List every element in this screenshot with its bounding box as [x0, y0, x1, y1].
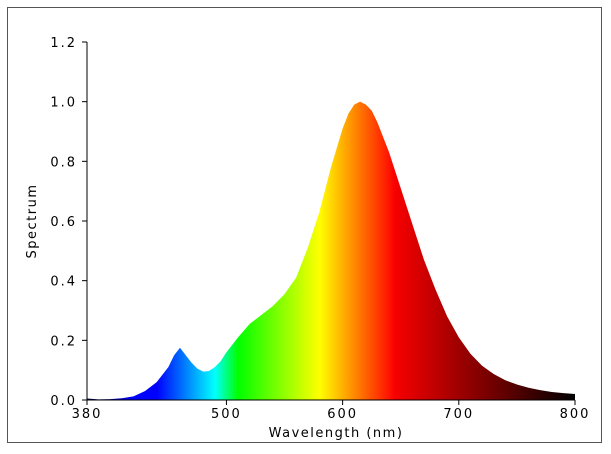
x-axis-title: Wavelength (nm)	[269, 426, 404, 441]
x-tick-label: 380	[72, 407, 103, 422]
x-tick-label: 500	[211, 407, 242, 422]
y-tick-label: 0.2	[50, 334, 77, 349]
spectrum-area	[87, 101, 575, 401]
y-tick-label: 1.2	[50, 36, 77, 51]
y-tick-label: 0.4	[50, 275, 77, 290]
x-tick-label: 800	[560, 407, 591, 422]
x-tick-label: 600	[327, 407, 358, 422]
y-tick-label: 0.0	[50, 394, 77, 409]
y-axis-title: Spectrum	[25, 184, 40, 259]
y-tick-label: 0.8	[50, 155, 77, 170]
y-tick-label: 0.6	[50, 215, 77, 230]
x-tick-label: 700	[443, 407, 474, 422]
y-tick-label: 1.0	[50, 96, 77, 111]
